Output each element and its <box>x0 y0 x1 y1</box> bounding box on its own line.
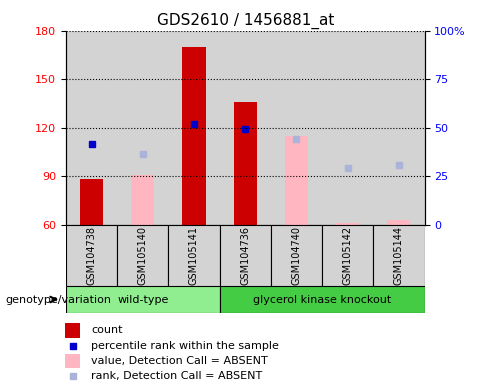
Bar <box>66 225 117 286</box>
Bar <box>285 136 308 225</box>
Bar <box>220 286 425 313</box>
Bar <box>168 225 220 286</box>
Bar <box>336 223 359 225</box>
Bar <box>271 225 322 286</box>
Text: glycerol kinase knockout: glycerol kinase knockout <box>253 295 391 305</box>
Bar <box>220 31 271 225</box>
Bar <box>65 323 80 338</box>
Text: GSM105144: GSM105144 <box>394 226 404 285</box>
Bar <box>65 354 80 368</box>
Bar <box>183 47 205 225</box>
Text: percentile rank within the sample: percentile rank within the sample <box>91 341 279 351</box>
Bar <box>234 102 257 225</box>
Bar <box>131 175 154 225</box>
Bar <box>373 225 425 286</box>
Text: GSM105142: GSM105142 <box>343 226 353 285</box>
Bar <box>80 179 103 225</box>
Bar <box>117 31 168 225</box>
Bar <box>66 31 117 225</box>
Text: rank, Detection Call = ABSENT: rank, Detection Call = ABSENT <box>91 371 262 381</box>
Text: wild-type: wild-type <box>117 295 168 305</box>
Bar <box>387 220 410 225</box>
Bar <box>117 225 168 286</box>
Bar <box>322 31 373 225</box>
Bar <box>322 225 373 286</box>
Text: count: count <box>91 325 122 335</box>
Text: genotype/variation: genotype/variation <box>5 295 111 305</box>
Bar <box>66 286 220 313</box>
Bar <box>373 31 425 225</box>
Text: GSM105141: GSM105141 <box>189 226 199 285</box>
Title: GDS2610 / 1456881_at: GDS2610 / 1456881_at <box>157 13 334 29</box>
Text: GSM104740: GSM104740 <box>291 226 302 285</box>
Text: value, Detection Call = ABSENT: value, Detection Call = ABSENT <box>91 356 267 366</box>
Text: GSM105140: GSM105140 <box>138 226 148 285</box>
Bar <box>271 31 322 225</box>
Text: GSM104738: GSM104738 <box>86 226 97 285</box>
Text: GSM104736: GSM104736 <box>240 226 250 285</box>
Bar <box>168 31 220 225</box>
Bar <box>220 225 271 286</box>
